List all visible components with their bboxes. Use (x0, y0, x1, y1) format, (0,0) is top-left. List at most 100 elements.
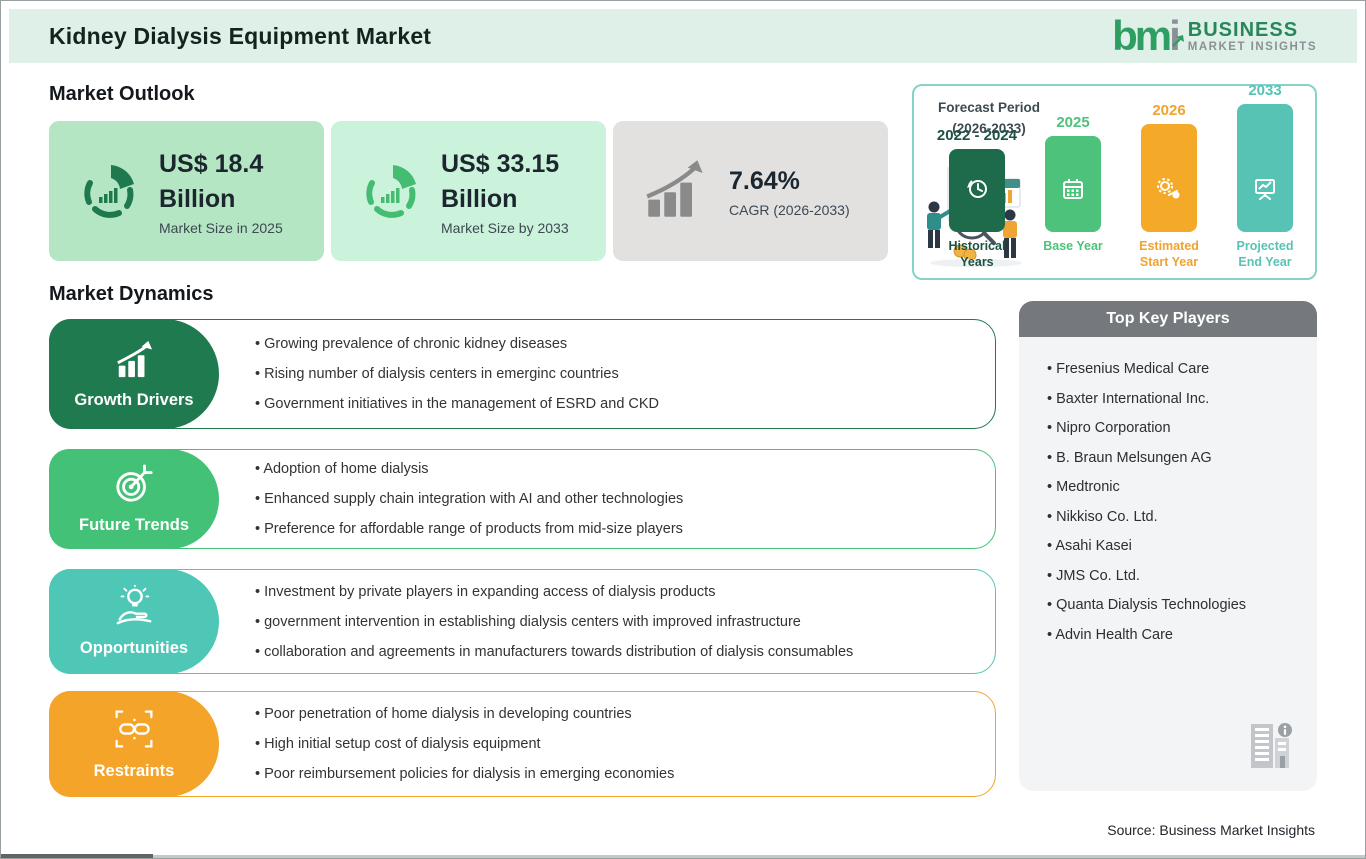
bullet-item: Rising number of dialysis centers in eme… (255, 366, 995, 382)
bullet-item: Growing prevalence of chronic kidney dis… (255, 336, 995, 352)
donut-chart-icon (359, 157, 423, 226)
history-clock-icon (965, 177, 989, 206)
bullet-item: Poor penetration of home dialysis in dev… (255, 706, 995, 722)
market-outlook-heading: Market Outlook (49, 83, 195, 105)
card-caption: CAGR (2026-2033) (729, 202, 850, 218)
bar-caption: Base Year (1043, 239, 1103, 253)
card-caption: Market Size in 2025 (159, 219, 283, 236)
idea-hand-icon (112, 583, 156, 632)
player-item: Medtronic (1047, 479, 1299, 495)
pill-label: Future Trends (78, 515, 189, 534)
player-item: Nikkiso Co. Ltd. (1047, 509, 1299, 525)
card-value-line1: 7.64% (729, 167, 800, 195)
logo-line1: BUSINESS (1187, 19, 1299, 41)
bullet-item: Poor reimbursement policies for dialysis… (255, 766, 995, 782)
bar-rect (1237, 104, 1293, 232)
card-value: US$ 33.15 Billion (441, 147, 569, 217)
presentation-chart-icon (1253, 177, 1277, 206)
restraints-pill: Restraints (49, 691, 219, 797)
pill-label: Growth Drivers (74, 390, 194, 409)
player-item: Baxter International Inc. (1047, 391, 1299, 407)
bar-caption: Projected End Year (1236, 239, 1294, 270)
player-item: B. Braun Melsungen AG (1047, 450, 1299, 466)
company-building-icon (1243, 720, 1295, 775)
bar-rect (1045, 136, 1101, 232)
card-value: 7.64% (729, 164, 850, 199)
bullet-item: collaboration and agreements in manufact… (255, 644, 995, 660)
growth-drivers-row: Growth Drivers Growing prevalence of chr… (49, 319, 996, 429)
card-market-size-2025: US$ 18.4 Billion Market Size in 2025 (49, 121, 324, 261)
bar-rect (948, 149, 1005, 232)
bar-base-year: 2025 Base Year (1033, 114, 1113, 274)
logo-line2: MARKET INSIGHTS (1187, 41, 1317, 53)
bottom-border-light (1, 855, 1365, 858)
gear-estimate-icon (1156, 177, 1182, 206)
player-item: Quanta Dialysis Technologies (1047, 597, 1299, 613)
bar-rect (1141, 124, 1197, 232)
bullet-item: Preference for affordable range of produ… (255, 521, 995, 537)
bullet-item: Government initiatives in the management… (255, 396, 995, 412)
key-players-heading: Top Key Players (1019, 301, 1317, 337)
pill-label: Opportunities (79, 639, 189, 657)
brand-logo: bmi BUSINESS MARKET INSIGHTS (1112, 15, 1317, 57)
source-attribution: Source: Business Market Insights (1107, 822, 1315, 838)
forecast-label-line2: (2026-2033) (952, 120, 1026, 136)
logo-mark-green: bm (1112, 12, 1172, 59)
logo-arrow-icon (1171, 13, 1185, 55)
forecast-period-label: Forecast Period (2026-2033) (926, 98, 1052, 140)
bar-estimated-start-year: 2026 Estimated Start Year (1129, 102, 1209, 274)
target-icon (113, 463, 155, 509)
player-item: Fresenius Medical Care (1047, 361, 1299, 377)
forecast-period-panel: Forecast Period (2026-2033) (912, 82, 1317, 280)
bar-year-label: 2026 (1152, 102, 1186, 119)
broken-chain-icon (113, 708, 155, 755)
card-cagr: 7.64% CAGR (2026-2033) (613, 121, 888, 261)
bullet-item: Adoption of home dialysis (255, 461, 995, 477)
bottom-border-dark (1, 854, 153, 858)
card-value-line2: Billion (441, 184, 518, 213)
bar-year-label: 2025 (1056, 114, 1090, 131)
bullet-item: Investment by private players in expandi… (255, 584, 995, 600)
bar-caption: Estimated Start Year (1139, 239, 1199, 270)
card-market-size-2033: US$ 33.15 Billion Market Size by 2033 (331, 121, 606, 261)
key-players-list: Fresenius Medical Care Baxter Internatio… (1019, 337, 1317, 643)
growth-bars-arrow-icon (641, 157, 711, 226)
card-value-line2: Billion (159, 184, 236, 213)
player-item: Nipro Corporation (1047, 420, 1299, 436)
bullet-item: government intervention in establishing … (255, 614, 995, 630)
pill-label: Restraints (93, 761, 175, 780)
header-band: Kidney Dialysis Equipment Market bmi BUS… (9, 9, 1357, 63)
calendar-icon (1061, 177, 1085, 206)
card-value-line1: US$ 18.4 (159, 149, 264, 178)
bullet-item: Enhanced supply chain integration with A… (255, 491, 995, 507)
future-trends-pill: Future Trends (49, 449, 219, 549)
card-text: US$ 33.15 Billion Market Size by 2033 (441, 147, 569, 236)
bar-projected-end-year: 2033 Projected End Year (1225, 82, 1305, 274)
bar-caption: Historical Years (948, 239, 1006, 270)
forecast-bars: 2022 - 2024 Historical Years 2025 (937, 82, 1305, 274)
opportunities-pill: Opportunities (49, 569, 219, 674)
player-item: Asahi Kasei (1047, 538, 1299, 554)
player-item: Advin Health Care (1047, 627, 1299, 643)
card-caption: Market Size by 2033 (441, 219, 569, 236)
bullet-item: High initial setup cost of dialysis equi… (255, 736, 995, 752)
donut-chart-icon (77, 157, 141, 226)
opportunities-row: Opportunities Investment by private play… (49, 569, 996, 674)
future-trends-row: Future Trends Adoption of home dialysis … (49, 449, 996, 549)
card-text: 7.64% CAGR (2026-2033) (729, 164, 850, 218)
restraints-row: Restraints Poor penetration of home dial… (49, 691, 996, 797)
bar-year-label: 2033 (1248, 82, 1282, 99)
outlook-cards: US$ 18.4 Billion Market Size in 2025 (49, 121, 888, 261)
forecast-label-line1: Forecast Period (937, 100, 1041, 115)
logo-mark-gray: i (1169, 12, 1181, 59)
top-key-players-panel: Top Key Players Fresenius Medical Care B… (1019, 301, 1317, 791)
player-item: JMS Co. Ltd. (1047, 568, 1299, 584)
bmi-logo-mark: bmi (1112, 12, 1184, 59)
bar-year-label: 2022 - 2024 (936, 127, 1017, 144)
market-dynamics-heading: Market Dynamics (49, 283, 214, 305)
bar-growth-icon (111, 339, 157, 384)
card-value: US$ 18.4 Billion (159, 147, 283, 217)
card-text: US$ 18.4 Billion Market Size in 2025 (159, 147, 283, 236)
bar-historical-years: 2022 - 2024 Historical Years (937, 127, 1017, 274)
